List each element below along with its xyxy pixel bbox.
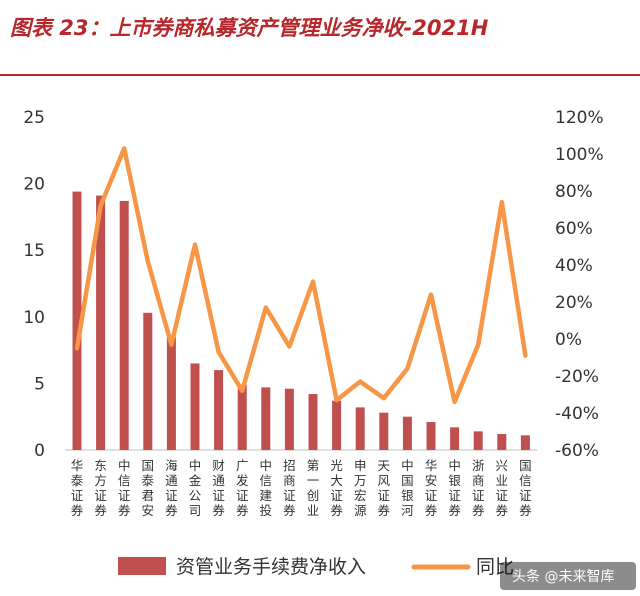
watermark-text: 头条 @未来智库 <box>512 568 614 585</box>
left-tick-label: 15 <box>23 241 45 261</box>
bar <box>190 363 200 450</box>
category-label: 海通证券 <box>165 458 178 518</box>
bar <box>355 407 365 450</box>
category-label: 浙商证券 <box>472 458 485 518</box>
right-tick-label: 100% <box>555 145 604 165</box>
category-label: 国信证券 <box>519 458 532 518</box>
bar <box>497 434 507 450</box>
category-label: 招商证券 <box>283 458 296 518</box>
bar <box>379 412 389 450</box>
left-tick-label: 20 <box>23 175 45 195</box>
right-tick-label: 20% <box>555 293 593 313</box>
category-label: 中信建投 <box>260 458 273 518</box>
right-tick-label: 0% <box>555 330 582 350</box>
watermark: 头条 @未来智库 <box>500 562 636 590</box>
right-tick-label: -40% <box>555 404 599 424</box>
bar <box>237 384 247 450</box>
bar <box>166 336 176 450</box>
title-divider <box>0 74 640 76</box>
category-label: 天风证券 <box>378 458 391 518</box>
right-tick-label: 60% <box>555 219 593 239</box>
right-tick-label: 80% <box>555 182 593 202</box>
bar <box>261 387 271 450</box>
category-label: 申万宏源 <box>354 458 367 518</box>
bar <box>332 400 342 450</box>
right-tick-label: 120% <box>555 108 604 128</box>
category-label: 财通证券 <box>212 458 225 518</box>
category-label: 第一创业 <box>307 458 320 518</box>
legend: 资管业务手续费净收入 同比 <box>118 556 514 578</box>
bar <box>450 427 460 450</box>
bar <box>72 191 82 451</box>
left-tick-label: 5 <box>34 374 45 394</box>
bar <box>284 388 294 450</box>
bar <box>308 394 318 450</box>
bar <box>473 431 483 450</box>
category-label: 光大证券 <box>330 458 343 518</box>
category-label: 中信证券 <box>118 458 131 518</box>
chart-title: 图表 23：上市券商私募资产管理业务净收-2021H <box>10 16 489 40</box>
bar <box>520 435 530 450</box>
left-tick-label: 10 <box>23 308 45 328</box>
right-axis-ticks: -60% -40% -20% 0% 20% 40% 60% 80% 100% 120% <box>555 108 604 461</box>
legend-bar-label: 资管业务手续费净收入 <box>176 556 366 578</box>
bar <box>119 200 129 450</box>
bar <box>402 416 412 450</box>
legend-line-label: 同比 <box>476 556 514 578</box>
right-tick-label: 40% <box>555 256 593 276</box>
left-tick-label: 25 <box>23 108 45 128</box>
bar-series <box>72 191 530 451</box>
category-labels: 华泰证券东方证券中信证券国泰君安海通证券中金公司财通证券广发证券中信建投招商证券… <box>71 458 532 518</box>
right-tick-label: -60% <box>555 441 599 461</box>
category-label: 华安证券 <box>425 458 438 518</box>
category-label: 国泰君安 <box>142 458 155 518</box>
left-axis-ticks: 0 5 10 15 20 25 <box>23 108 45 461</box>
category-label: 中金公司 <box>189 458 202 518</box>
right-tick-label: -20% <box>555 367 599 387</box>
left-tick-label: 0 <box>34 441 45 461</box>
category-label: 兴业证券 <box>496 458 509 518</box>
legend-bar-swatch <box>118 557 166 575</box>
bar <box>143 312 153 450</box>
category-label: 中银证券 <box>448 458 461 518</box>
category-label: 中国银河 <box>401 458 414 518</box>
bar <box>214 370 224 450</box>
category-label: 华泰证券 <box>71 458 84 518</box>
bar <box>426 422 436 450</box>
category-label: 广发证券 <box>236 458 249 518</box>
bar <box>96 195 106 450</box>
category-label: 东方证券 <box>94 458 107 518</box>
line-series <box>74 146 528 405</box>
yoy-line <box>74 146 528 405</box>
